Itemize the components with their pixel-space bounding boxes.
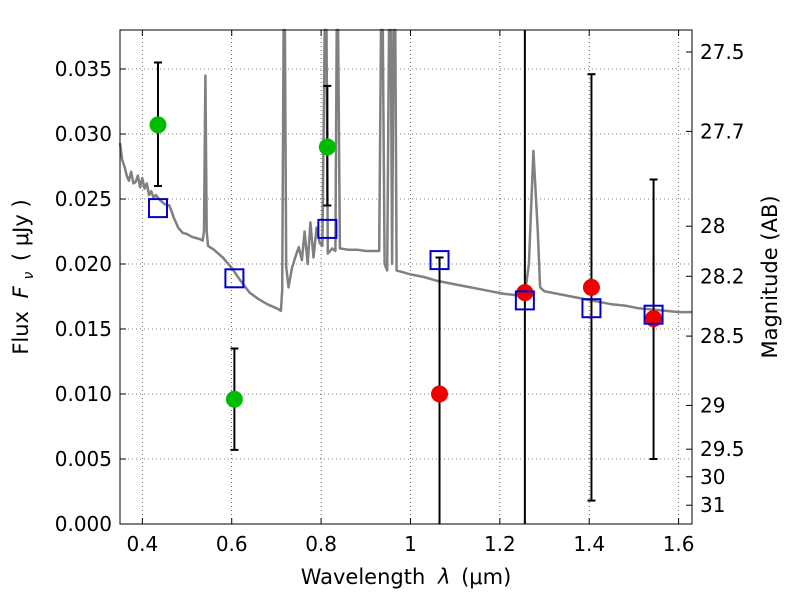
y-tick-label: 0.015: [55, 317, 112, 341]
red-data-point: [583, 279, 599, 295]
y-tick-label: 0.030: [55, 122, 112, 146]
y-tick-label: 0.010: [55, 382, 112, 406]
error-bars: [154, 30, 658, 524]
y-tick-label: 0.020: [55, 252, 112, 276]
y2-tick-label: 28.5: [700, 324, 745, 348]
y-ticks: 0.000 0.005 0.010 0.015 0.020 0.025 0.030 0.035: [55, 57, 126, 536]
x-tick-label: 0.8: [305, 532, 337, 556]
x-tick-label: 1.4: [573, 532, 605, 556]
red-data-point: [432, 386, 448, 402]
model-synthetic-point: [149, 199, 167, 217]
y-tick-label: 0.005: [55, 447, 112, 471]
y-tick-label: 0.035: [55, 57, 112, 81]
x-tick-label: 0.6: [216, 532, 248, 556]
y-axis-title: Flux F ν ( μJy ): [9, 199, 38, 354]
y-axis-title-symbol: F: [9, 285, 33, 298]
x-tick-label: 1: [404, 532, 417, 556]
green-data-point: [226, 391, 242, 407]
y2-tick-label: 30: [700, 465, 725, 489]
x-axis-title: Wavelength λ (μm): [301, 565, 512, 589]
x-axis-title-prefix: Wavelength: [301, 565, 426, 589]
sed-chart: 0.4 0.6 0.8 1 1.2 1.4 1.6 0.000 0.005 0.010 0.015…: [0, 0, 800, 600]
y2-axis-title: Magnitude (AB): [758, 195, 782, 358]
x-axis-title-symbol: λ: [437, 565, 450, 589]
y2-ticks: 27.5 27.7 28 28.2 28.5 29 29.5 30 31: [686, 40, 745, 517]
y2-tick-label: 28: [700, 214, 725, 238]
model-spectrum-line: [120, 30, 692, 312]
red-data-point: [517, 285, 533, 301]
y2-tick-label: 29: [700, 393, 725, 417]
model-spectrum: [120, 30, 692, 312]
y-axis-title-unit: ( μJy ): [9, 199, 33, 261]
y2-tick-label: 27.7: [700, 119, 745, 143]
x-tick-label: 1.6: [663, 532, 695, 556]
y-tick-label: 0.000: [55, 512, 112, 536]
x-ticks: 0.4 0.6 0.8 1 1.2 1.4 1.6: [126, 30, 694, 556]
x-tick-label: 0.4: [126, 532, 158, 556]
x-axis-title-unit: (μm): [461, 565, 511, 589]
y2-tick-label: 31: [700, 493, 725, 517]
y-axis-title-subscript: ν: [21, 272, 37, 280]
green-data-point: [150, 117, 166, 133]
y2-tick-label: 29.5: [700, 437, 745, 461]
y-axis-title-prefix: Flux: [9, 311, 33, 355]
y2-tick-label: 27.5: [700, 40, 745, 64]
x-tick-label: 1.2: [484, 532, 516, 556]
green-data-point: [319, 139, 335, 155]
y2-tick-label: 28.2: [700, 264, 745, 288]
y-tick-label: 0.025: [55, 187, 112, 211]
